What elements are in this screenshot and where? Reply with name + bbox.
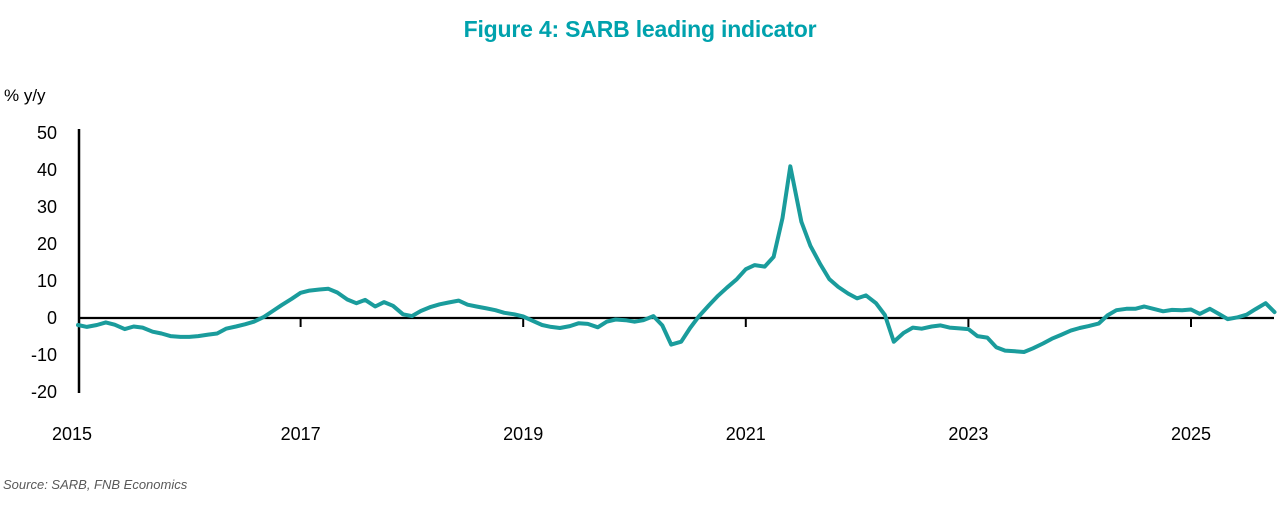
y-tick-label: 20 <box>37 234 57 254</box>
y-axis-unit-label: % y/y <box>4 86 46 105</box>
y-tick-label: -20 <box>31 382 57 402</box>
x-tick-label: 2019 <box>503 424 543 444</box>
source-note: Source: SARB, FNB Economics <box>3 477 188 492</box>
x-tick-label: 2021 <box>726 424 766 444</box>
y-tick-label: 30 <box>37 197 57 217</box>
x-tick-label: 2017 <box>281 424 321 444</box>
x-tick-label: 2023 <box>948 424 988 444</box>
y-tick-label: 10 <box>37 271 57 291</box>
y-tick-label: -10 <box>31 345 57 365</box>
y-tick-label: 50 <box>37 123 57 143</box>
x-tick-label: 2015 <box>52 424 92 444</box>
indicator-line <box>76 164 1277 354</box>
y-tick-label: 40 <box>37 160 57 180</box>
y-tick-label: 0 <box>47 308 57 328</box>
x-tick-label: 2025 <box>1171 424 1211 444</box>
chart-title: Figure 4: SARB leading indicator <box>463 16 817 42</box>
